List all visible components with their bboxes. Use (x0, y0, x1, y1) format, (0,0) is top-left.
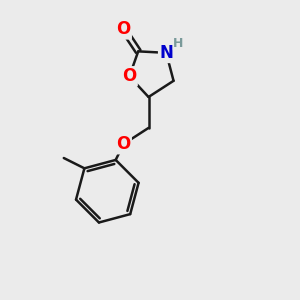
Text: O: O (116, 20, 130, 38)
Text: O: O (122, 68, 136, 85)
Text: N: N (159, 44, 173, 62)
Text: O: O (116, 135, 130, 153)
Text: H: H (173, 37, 184, 50)
